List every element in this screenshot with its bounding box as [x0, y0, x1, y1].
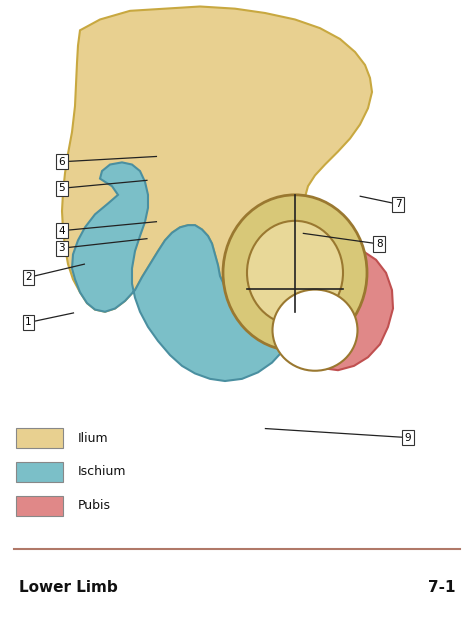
Polygon shape — [62, 6, 372, 312]
Text: 2: 2 — [25, 273, 32, 283]
Text: 8: 8 — [376, 239, 383, 249]
Circle shape — [223, 195, 367, 351]
Text: 6: 6 — [58, 157, 65, 167]
Circle shape — [247, 221, 343, 324]
Text: 1: 1 — [25, 318, 32, 328]
Text: 9: 9 — [404, 432, 411, 442]
FancyBboxPatch shape — [16, 428, 63, 449]
Text: 4: 4 — [58, 226, 65, 236]
FancyBboxPatch shape — [16, 495, 63, 516]
Polygon shape — [72, 162, 298, 381]
Polygon shape — [290, 247, 393, 370]
Text: 7-1: 7-1 — [428, 580, 455, 595]
FancyBboxPatch shape — [16, 462, 63, 482]
Text: 7: 7 — [395, 199, 401, 209]
Text: Ischium: Ischium — [78, 466, 127, 479]
Text: Lower Limb: Lower Limb — [19, 580, 118, 595]
Text: 3: 3 — [58, 243, 65, 253]
Text: Pubis: Pubis — [78, 499, 111, 512]
Text: 5: 5 — [58, 183, 65, 193]
Ellipse shape — [273, 290, 357, 371]
Text: Ilium: Ilium — [78, 432, 109, 445]
